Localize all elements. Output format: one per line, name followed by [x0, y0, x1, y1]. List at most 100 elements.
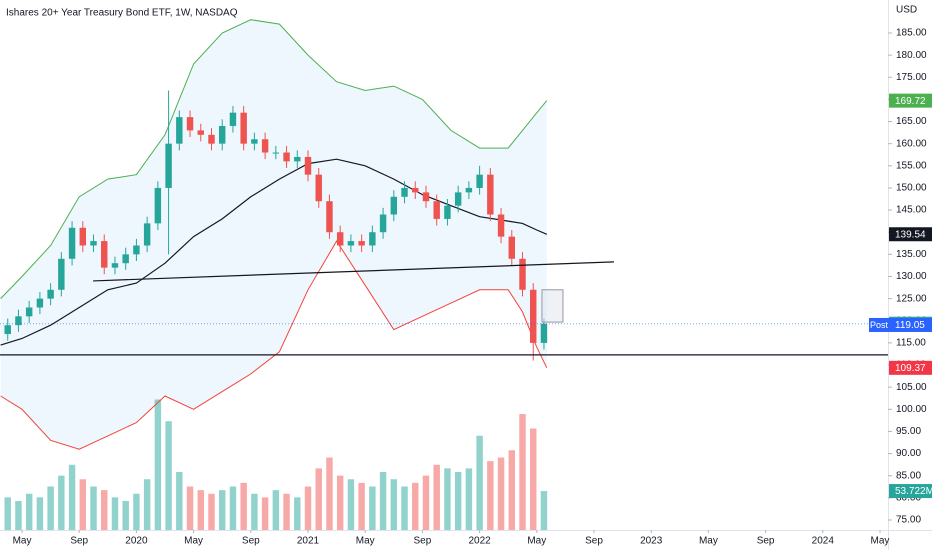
band-fill	[0, 19, 547, 450]
trend-line	[93, 261, 615, 282]
price-tag	[889, 93, 932, 108]
candle-body	[433, 201, 440, 219]
y-tick-label: 115.00	[896, 338, 926, 349]
y-tick-label: 105.00	[896, 382, 927, 393]
candle-body	[197, 130, 204, 135]
candle-body	[347, 241, 355, 246]
candle-body	[540, 323, 548, 343]
price-tag-label: 53.722M	[895, 486, 932, 497]
volume-bar	[444, 468, 451, 530]
volume-bar	[412, 482, 419, 530]
x-tick-label: May	[871, 536, 890, 547]
volume-bar	[261, 497, 269, 530]
candle-body	[369, 232, 376, 246]
candle-body	[530, 289, 537, 343]
candle-body	[476, 174, 483, 188]
candle-body	[444, 205, 451, 219]
volume-bar	[122, 501, 129, 530]
y-tick-label: 90.00	[896, 448, 921, 459]
price-tag-label: 109.37	[895, 363, 926, 374]
candle-body	[315, 174, 322, 202]
candle-body	[390, 196, 398, 215]
volume-bar	[36, 497, 44, 530]
band-lower	[0, 240, 548, 450]
volume-bar	[422, 475, 430, 530]
volume-bar	[58, 475, 65, 530]
candle-body	[15, 316, 22, 326]
price-tag	[889, 227, 932, 242]
candle-body	[143, 223, 151, 246]
volume-bar	[25, 493, 33, 530]
plot-area	[0, 19, 888, 530]
volume-bar	[347, 479, 355, 530]
price-tag	[889, 360, 932, 375]
candle-body	[36, 298, 44, 308]
volume-bar	[294, 497, 301, 530]
volume-bar	[390, 479, 398, 530]
candle-body	[133, 245, 140, 255]
y-tick-label: 155.00	[896, 160, 927, 171]
candle-body	[229, 112, 237, 126]
x-tick-label: Sep	[70, 536, 88, 547]
y-tick-label: 85.00	[896, 470, 921, 481]
x-tick-label: 2023	[640, 536, 663, 547]
y-tick-label: 180.00	[896, 50, 927, 61]
volume-bar	[4, 497, 11, 530]
candle-body	[79, 227, 87, 246]
x-tick-label: Sep	[585, 536, 603, 547]
candle-body	[90, 241, 97, 246]
volume-bar	[154, 399, 162, 530]
candle-body	[261, 139, 269, 153]
candle-body	[165, 143, 172, 188]
candle-body	[218, 125, 226, 144]
projection-box	[541, 289, 564, 323]
volume-bar	[133, 493, 140, 530]
y-tick-label: 130.00	[896, 271, 927, 282]
volume-bar	[143, 479, 151, 530]
price-tag-prefix	[869, 317, 889, 332]
y-tick-label: 135.00	[896, 249, 927, 260]
volume-bar	[530, 428, 537, 530]
currency-label: USD	[896, 5, 917, 16]
x-tick-label: May	[356, 536, 375, 547]
y-tick-label: 185.00	[896, 28, 927, 39]
candle-body	[154, 187, 162, 224]
y-tick-label: 100.00	[896, 404, 927, 415]
volume-bar	[208, 493, 215, 530]
candle-body	[465, 187, 473, 193]
volume-bar	[336, 475, 344, 530]
candle-body	[294, 156, 301, 162]
candle-body	[186, 117, 194, 131]
x-tick-label: Sep	[242, 536, 260, 547]
volume-bar	[369, 486, 376, 530]
volume-bar	[379, 472, 387, 530]
volume-bar	[79, 479, 87, 530]
band-upper	[0, 19, 548, 299]
candle-body	[4, 325, 11, 335]
x-tick-label: Sep	[757, 536, 775, 547]
candle-body	[283, 152, 290, 162]
candle-body	[122, 254, 129, 264]
candle-body	[101, 241, 108, 268]
price-tag	[889, 484, 932, 499]
volume-bar	[101, 490, 108, 530]
candle-body	[272, 152, 280, 154]
candle-body	[401, 187, 408, 197]
volume-bar	[47, 486, 54, 530]
candle-body	[326, 201, 333, 233]
volume-bar	[433, 464, 440, 530]
volume-bar	[251, 493, 258, 530]
y-tick-label: 165.00	[896, 116, 927, 127]
y-tick-label: 125.00	[896, 293, 927, 304]
candle-body	[47, 289, 54, 299]
candle-body	[379, 214, 387, 233]
volume-bar	[304, 486, 312, 530]
volume-bar	[508, 450, 515, 530]
volume-bar	[176, 472, 183, 530]
y-tick-label: 160.00	[896, 138, 927, 149]
candle-body	[68, 227, 76, 259]
x-tick-label: May	[184, 536, 203, 547]
price-tag-label: 139.54	[895, 229, 926, 240]
volume-bar	[240, 482, 247, 530]
